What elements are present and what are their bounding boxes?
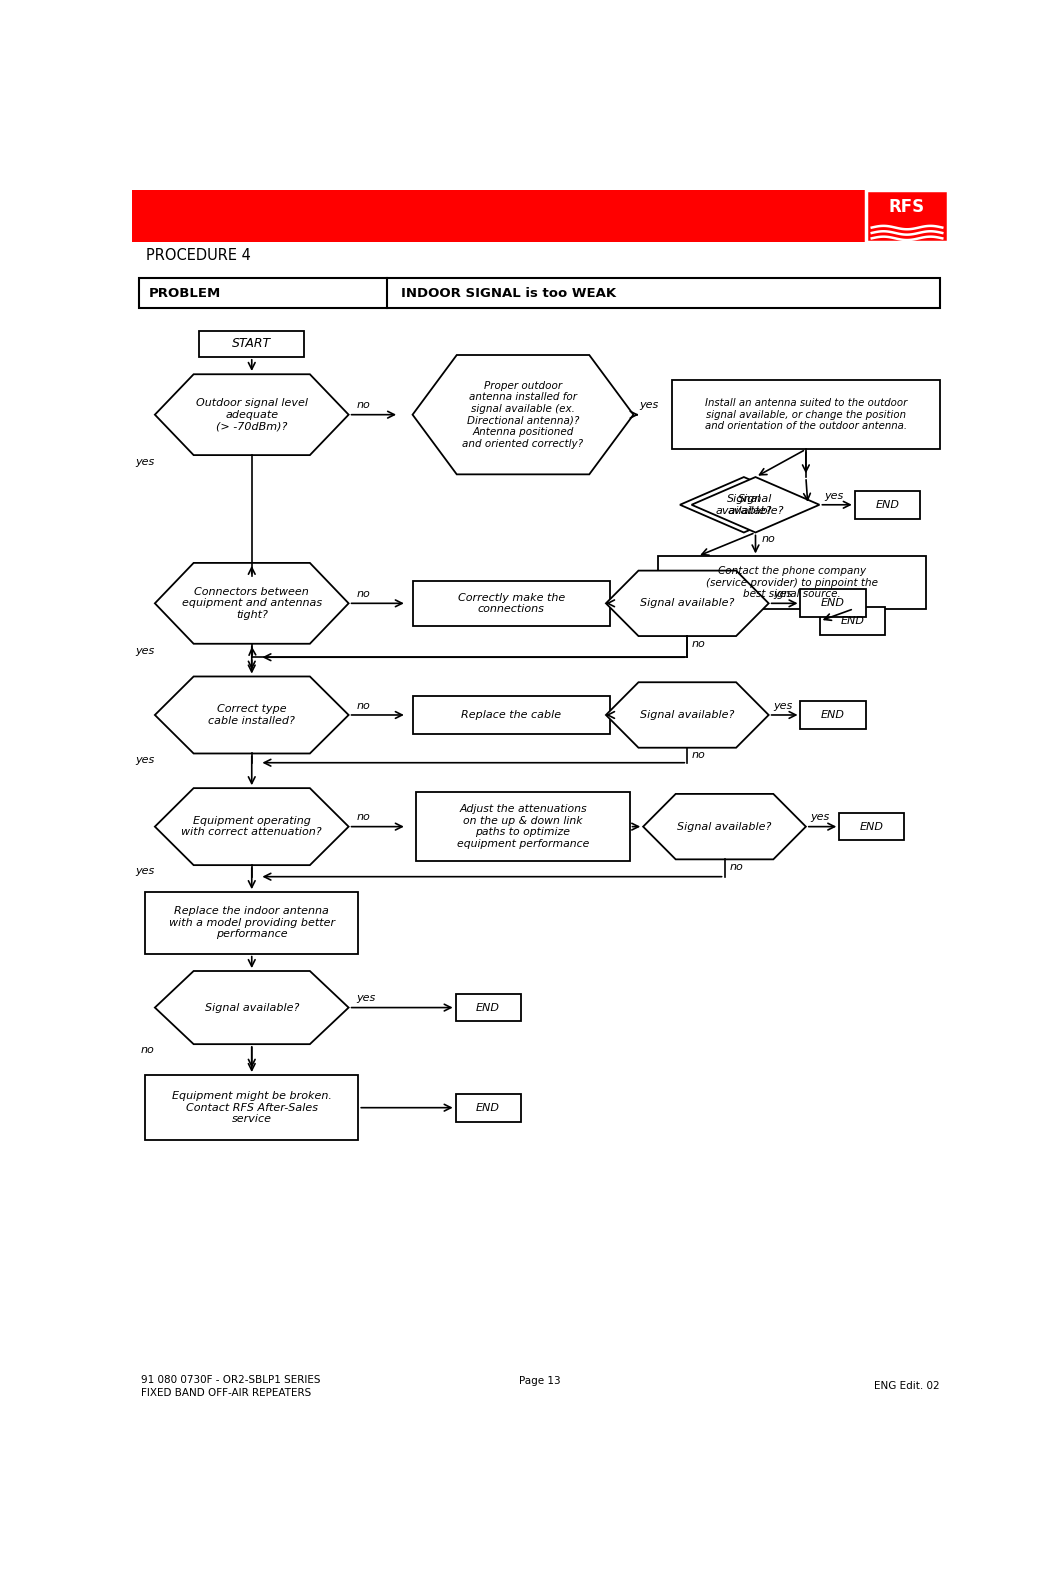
FancyBboxPatch shape <box>658 557 926 609</box>
Text: Correct type
cable installed?: Correct type cable installed? <box>208 704 295 726</box>
Text: END: END <box>821 598 845 609</box>
Text: Signal available?: Signal available? <box>204 1003 299 1012</box>
Text: no: no <box>140 1046 154 1055</box>
Text: END: END <box>859 821 883 832</box>
Text: END: END <box>821 710 845 720</box>
FancyBboxPatch shape <box>672 380 939 449</box>
Text: no: no <box>356 400 370 410</box>
FancyBboxPatch shape <box>800 701 866 729</box>
FancyBboxPatch shape <box>800 590 866 617</box>
Polygon shape <box>605 571 769 636</box>
Polygon shape <box>605 682 769 748</box>
Bar <box>867 190 948 242</box>
Text: Adjust the attenuations
on the up & down link
paths to optimize
equipment perfor: Adjust the attenuations on the up & down… <box>457 804 590 850</box>
FancyBboxPatch shape <box>413 581 610 625</box>
Polygon shape <box>680 478 808 533</box>
Text: Equipment might be broken.
Contact RFS After-Sales
service: Equipment might be broken. Contact RFS A… <box>172 1092 332 1125</box>
FancyBboxPatch shape <box>145 892 358 954</box>
Text: yes: yes <box>135 755 154 764</box>
Text: no: no <box>729 862 743 872</box>
Text: Signal available?: Signal available? <box>640 598 735 609</box>
Text: INDOOR SIGNAL is too WEAK: INDOOR SIGNAL is too WEAK <box>401 286 616 301</box>
Text: END: END <box>840 615 865 626</box>
Text: Proper outdoor
antenna installed for
signal available (ex.
Directional antenna)?: Proper outdoor antenna installed for sig… <box>462 381 583 449</box>
FancyBboxPatch shape <box>139 278 940 308</box>
Text: Signal
available?: Signal available? <box>728 494 783 516</box>
Text: Install an antenna suited to the outdoor
signal available, or change the positio: Install an antenna suited to the outdoor… <box>704 399 907 432</box>
Text: Contact the phone company
(service provider) to pinpoint the
best signal source.: Contact the phone company (service provi… <box>706 566 878 600</box>
Text: no: no <box>692 639 706 649</box>
Text: Signal available?: Signal available? <box>677 821 772 832</box>
Text: yes: yes <box>811 813 830 823</box>
Polygon shape <box>155 971 349 1044</box>
FancyBboxPatch shape <box>456 993 520 1022</box>
Polygon shape <box>155 563 349 644</box>
Text: END: END <box>875 500 899 509</box>
Text: no: no <box>356 813 370 823</box>
Polygon shape <box>155 375 349 456</box>
FancyBboxPatch shape <box>413 696 610 734</box>
Text: Equipment operating
with correct attenuation?: Equipment operating with correct attenua… <box>181 816 322 837</box>
FancyBboxPatch shape <box>199 331 304 358</box>
Text: yes: yes <box>773 589 793 600</box>
Text: yes: yes <box>639 400 659 410</box>
Text: ENG Edit. 02: ENG Edit. 02 <box>874 1381 940 1392</box>
Text: RFS: RFS <box>889 198 926 215</box>
Text: yes: yes <box>356 993 376 1003</box>
Text: END: END <box>476 1103 500 1112</box>
Text: Replace the indoor antenna
with a model providing better
performance: Replace the indoor antenna with a model … <box>168 906 335 940</box>
Text: yes: yes <box>824 490 843 500</box>
FancyBboxPatch shape <box>145 1074 358 1141</box>
Text: no: no <box>356 589 370 600</box>
FancyBboxPatch shape <box>820 607 885 634</box>
Text: END: END <box>476 1003 500 1012</box>
Text: no: no <box>692 750 706 761</box>
Text: Signal available?: Signal available? <box>640 710 735 720</box>
Text: yes: yes <box>773 701 793 710</box>
FancyBboxPatch shape <box>416 793 630 861</box>
Polygon shape <box>692 478 819 533</box>
Bar <box>132 190 948 242</box>
Text: PROCEDURE 4: PROCEDURE 4 <box>145 248 251 263</box>
Text: yes: yes <box>135 867 154 876</box>
Text: yes: yes <box>135 457 154 467</box>
Text: no: no <box>761 533 775 544</box>
FancyBboxPatch shape <box>855 490 920 519</box>
Polygon shape <box>155 788 349 865</box>
Polygon shape <box>643 794 806 859</box>
FancyBboxPatch shape <box>839 813 905 840</box>
Text: Signal
available?: Signal available? <box>716 494 772 516</box>
Text: no: no <box>356 701 370 710</box>
Text: START: START <box>233 337 272 350</box>
Text: yes: yes <box>135 645 154 657</box>
Text: 91 080 0730F - OR2-SBLP1 SERIES
FIXED BAND OFF-AIR REPEATERS: 91 080 0730F - OR2-SBLP1 SERIES FIXED BA… <box>141 1375 320 1398</box>
Text: Outdoor signal level
adequate
(> -70dBm)?: Outdoor signal level adequate (> -70dBm)… <box>196 399 307 432</box>
Text: Connectors between
equipment and antennas
tight?: Connectors between equipment and antenna… <box>182 587 322 620</box>
Polygon shape <box>155 677 349 753</box>
Text: Page 13: Page 13 <box>519 1376 560 1386</box>
FancyBboxPatch shape <box>456 1093 520 1122</box>
Text: Correctly make the
connections: Correctly make the connections <box>458 593 565 614</box>
Text: Replace the cable: Replace the cable <box>461 710 561 720</box>
Text: PROBLEM: PROBLEM <box>148 286 221 301</box>
Polygon shape <box>413 354 634 475</box>
